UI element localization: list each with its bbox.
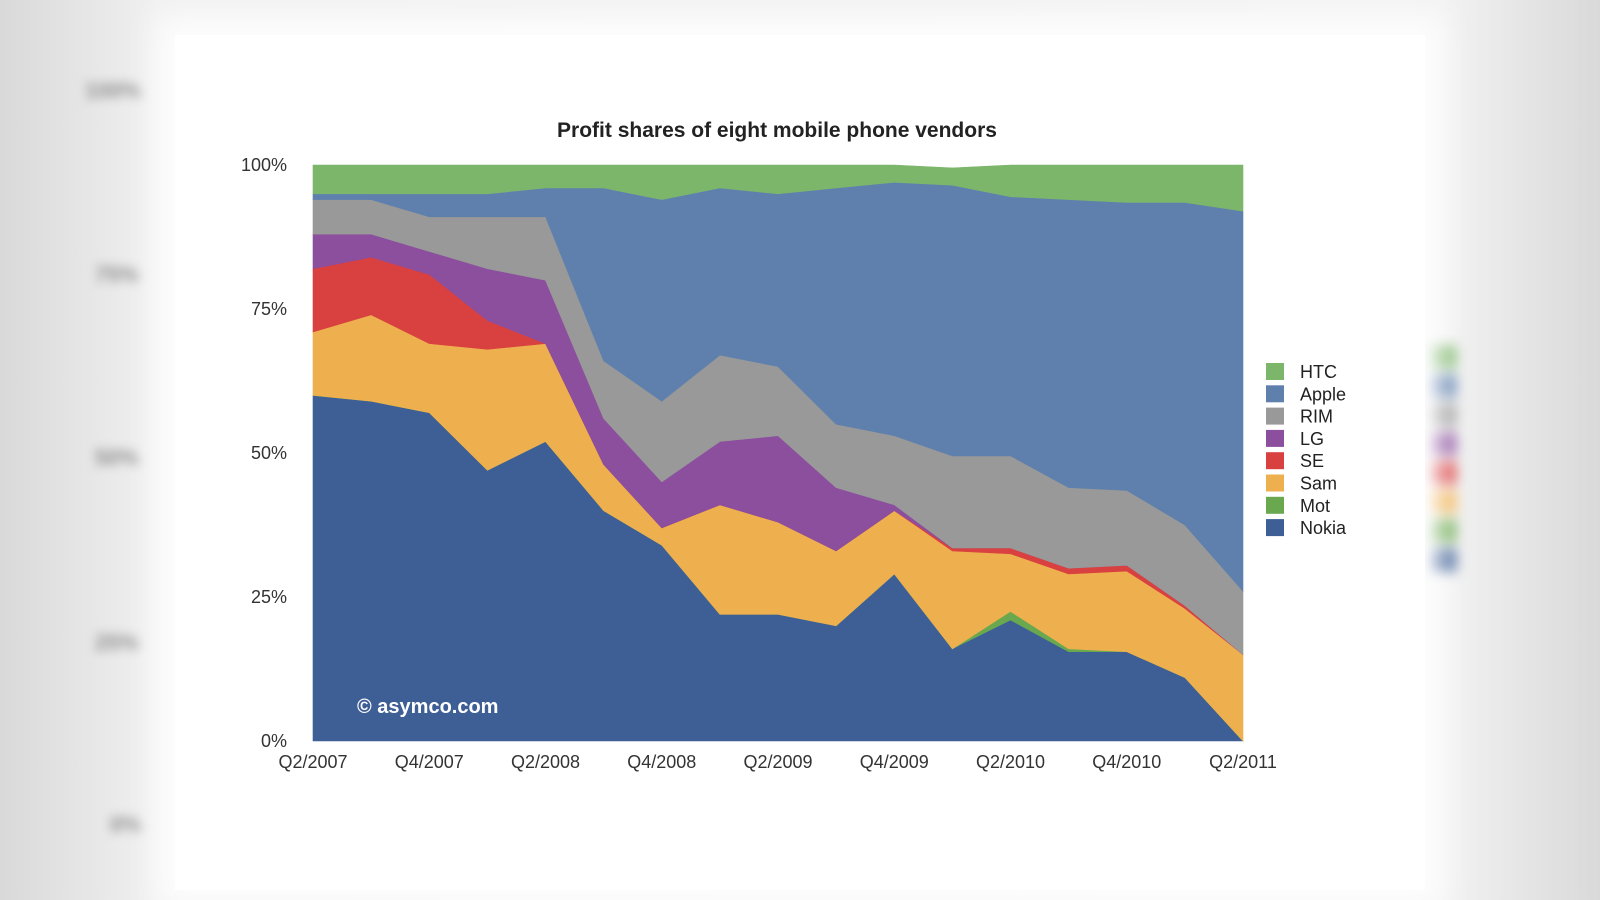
x-tick-label: Q2/2011 [1209,752,1277,772]
background-ghost-label: 25% [95,630,140,655]
y-axis-ticks: 0% 25% 50% 75% 100% [241,155,287,751]
x-tick-label: Q2/2007 [278,752,347,772]
x-tick-label: Q2/2009 [743,752,812,772]
legend-swatch [1266,474,1284,492]
y-tick-label: 100% [241,155,287,175]
legend-swatch [1266,429,1284,447]
legend-item-lg: LG [1266,429,1324,449]
legend-label: RIM [1300,407,1333,427]
legend-swatch [1266,407,1284,425]
legend-label: LG [1300,429,1324,449]
legend-item-htc: HTC [1266,362,1337,382]
y-tick-label: 75% [251,299,287,319]
legend-label: Apple [1300,384,1346,404]
y-tick-label: 50% [251,443,287,463]
legend-item-apple: Apple [1266,384,1346,404]
plot-area [312,164,1244,742]
legend-swatch [1266,496,1284,514]
background-ghost-legend [1430,345,1456,577]
legend-swatch [1266,519,1284,537]
x-tick-label: Q4/2008 [627,752,696,772]
y-tick-label: 25% [251,587,287,607]
legend-item-rim: RIM [1266,407,1333,427]
legend-label: Nokia [1300,518,1347,538]
legend-label: SE [1300,451,1324,471]
background-ghost-label: 100% [85,78,142,103]
legend-swatch [1266,452,1284,470]
legend-item-nokia: Nokia [1266,518,1347,538]
legend-label: Mot [1300,496,1330,516]
legend-item-sam: Sam [1266,474,1337,494]
chart-card: Profit shares of eight mobile phone vend… [175,35,1425,890]
legend-swatch [1266,363,1284,380]
x-tick-label: Q2/2010 [976,752,1045,772]
legend-swatch [1266,385,1284,403]
x-tick-label: Q2/2008 [511,752,580,772]
background-ghost-label: 75% [95,262,140,287]
x-tick-label: Q4/2010 [1092,752,1161,772]
stacked-area-chart: Profit shares of eight mobile phone vend… [241,119,1347,772]
legend-label: HTC [1300,362,1337,382]
watermark-copyright: © asymco.com [357,696,498,718]
chart-title: Profit shares of eight mobile phone vend… [557,119,997,142]
x-tick-label: Q4/2007 [395,752,464,772]
x-tick-label: Q4/2009 [860,752,929,772]
y-tick-label: 0% [261,731,287,751]
background-ghost-label: 50% [95,445,140,470]
legend-item-se: SE [1266,451,1324,471]
x-axis-ticks: Q2/2007 Q4/2007 Q2/2008 Q4/2008 Q2/2009 Q4/20… [278,752,1276,772]
legend-label: Sam [1300,474,1337,494]
legend-item-mot: Mot [1266,496,1330,516]
background-ghost-label: 0% [110,812,142,837]
area-htc [312,164,1244,212]
